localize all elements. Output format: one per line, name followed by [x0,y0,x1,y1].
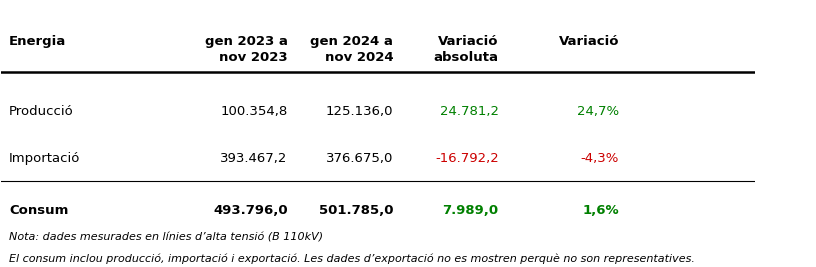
Text: 393.467,2: 393.467,2 [220,152,288,165]
Text: 501.785,0: 501.785,0 [319,204,393,217]
Text: Variació
absoluta: Variació absoluta [433,35,499,64]
Text: 493.796,0: 493.796,0 [213,204,288,217]
Text: Nota: dades mesurades en línies d’alta tensió (B 110kV): Nota: dades mesurades en línies d’alta t… [9,233,323,243]
Text: gen 2023 a
nov 2023: gen 2023 a nov 2023 [205,35,288,64]
Text: Consum: Consum [9,204,69,217]
Text: 24,7%: 24,7% [577,105,619,118]
Text: 376.675,0: 376.675,0 [326,152,393,165]
Text: Producció: Producció [9,105,73,118]
Text: gen 2024 a
nov 2024: gen 2024 a nov 2024 [310,35,393,64]
Text: 125.136,0: 125.136,0 [326,105,393,118]
Text: 24.781,2: 24.781,2 [440,105,499,118]
Text: El consum inclou producció, importació i exportació. Les dades d’exportació no e: El consum inclou producció, importació i… [9,253,694,264]
Text: 7.989,0: 7.989,0 [442,204,499,217]
Text: 1,6%: 1,6% [583,204,619,217]
Text: -16.792,2: -16.792,2 [435,152,499,165]
Text: 100.354,8: 100.354,8 [220,105,288,118]
Text: Importació: Importació [9,152,80,165]
Text: -4,3%: -4,3% [581,152,619,165]
Text: Variació: Variació [559,35,619,48]
Text: Energia: Energia [9,35,66,48]
